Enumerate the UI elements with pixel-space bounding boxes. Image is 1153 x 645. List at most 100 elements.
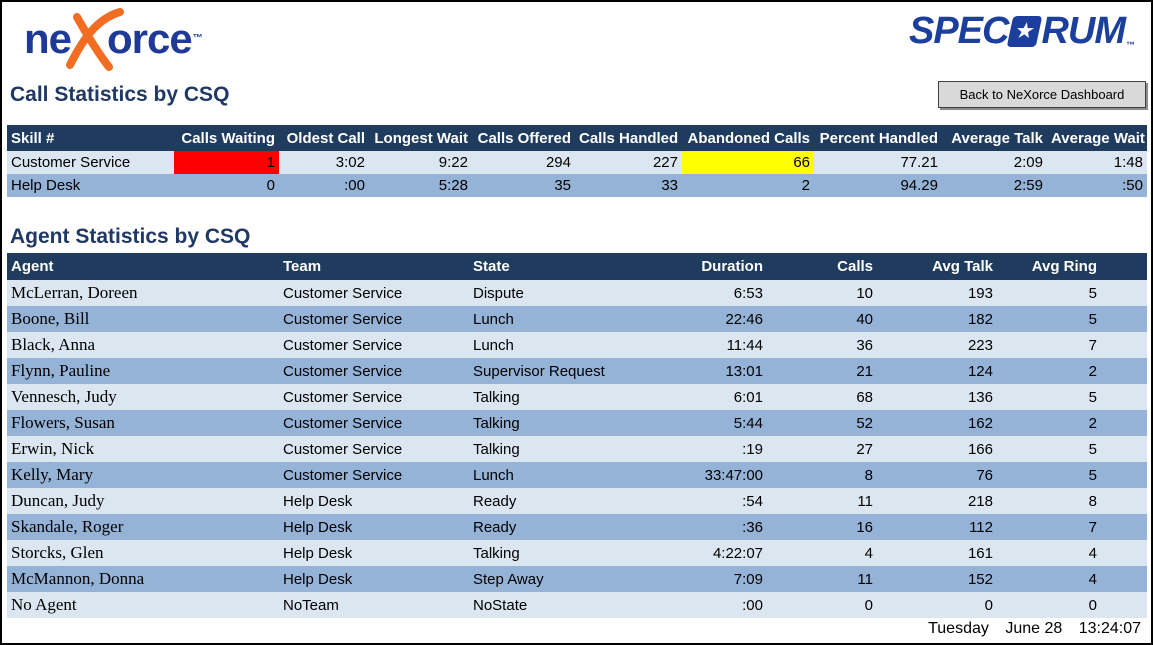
- cell: Flynn, Pauline: [11, 361, 111, 380]
- column-header: Percent Handled: [814, 125, 942, 151]
- cell: Customer Service: [283, 336, 403, 354]
- cell: 13:01: [725, 362, 763, 380]
- cell: 7: [1088, 336, 1097, 354]
- agent-stats-header-row: Agent Team State Duration Calls Avg Talk Avg R…: [7, 253, 1147, 280]
- cell: 2: [801, 177, 810, 194]
- cell: 2:09: [1013, 154, 1043, 171]
- cell: 0: [984, 596, 993, 614]
- cell: 5: [1088, 284, 1097, 302]
- cell: Customer Service: [283, 466, 403, 484]
- column-header: State: [469, 253, 674, 280]
- table-row: Help Desk 0:00 5:28 35 33 2 94.29 2:59:50: [7, 174, 1147, 197]
- cell: Customer Service: [283, 362, 403, 380]
- cell: 4: [864, 544, 873, 562]
- table-row: Vennesch, Judy Customer Service Talking 6:0…: [7, 384, 1147, 410]
- cell: Customer Service: [283, 388, 403, 406]
- cell: 27: [856, 440, 873, 458]
- cell: Vennesch, Judy: [11, 387, 117, 406]
- cell: 11: [857, 570, 873, 588]
- table-row: Duncan, Judy Help Desk Ready:54 11 218 8: [7, 488, 1147, 514]
- cell: NoState: [473, 596, 528, 614]
- cell: :54: [742, 492, 763, 510]
- table-row: Kelly, Mary Customer Service Lunch 33:47:00…: [7, 462, 1147, 488]
- back-to-dashboard-button[interactable]: Back to NeXorce Dashboard: [938, 81, 1146, 108]
- cell: 5: [1088, 310, 1097, 328]
- cell: Help Desk: [11, 177, 81, 194]
- cell: 36: [856, 336, 873, 354]
- cell: 162: [967, 414, 993, 432]
- cell: Ready: [473, 518, 517, 536]
- report-timestamp: Tuesday June 28 13:24:07: [2, 618, 1151, 641]
- column-header: Skill #: [7, 125, 174, 151]
- cell: Talking: [473, 388, 520, 406]
- cell: Step Away: [473, 570, 544, 588]
- cell: Black, Anna: [11, 335, 96, 354]
- cell: Help Desk: [283, 518, 353, 536]
- cell: 68: [856, 388, 873, 406]
- column-header: Calls Handled: [575, 125, 682, 151]
- cell: 2:59: [1013, 177, 1043, 194]
- cell: :00: [742, 596, 763, 614]
- spectrum-logo-text-left: SPEC: [908, 10, 1009, 52]
- cell: Talking: [473, 544, 520, 562]
- cell: 223: [967, 336, 993, 354]
- call-stats-title-row: Call Statistics by CSQ Back to NeXorce D…: [5, 80, 1146, 108]
- cell: 21: [856, 362, 873, 380]
- cell: 2: [1088, 362, 1097, 380]
- cell: 8: [1088, 492, 1097, 510]
- cell: 77.21: [900, 154, 938, 171]
- cell: NoTeam: [283, 596, 339, 614]
- cell: 52: [856, 414, 873, 432]
- cell: 193: [967, 284, 993, 302]
- cell: 22:46: [725, 310, 763, 328]
- cell: Help Desk: [283, 544, 353, 562]
- cell: Supervisor Request: [473, 362, 605, 380]
- cell: 5: [1088, 388, 1097, 406]
- spectrum-trademark: ™: [1126, 40, 1135, 50]
- cell: Customer Service: [283, 440, 403, 458]
- cell: 8: [864, 466, 873, 484]
- column-header: Duration: [674, 253, 767, 280]
- cell: :36: [742, 518, 763, 536]
- cell: 136: [967, 388, 993, 406]
- cell: Lunch: [473, 336, 514, 354]
- table-row: Boone, Bill Customer Service Lunch 22:46 40 1…: [7, 306, 1147, 332]
- table-row: Flynn, Pauline Customer Service Supervisor…: [7, 358, 1147, 384]
- timestamp-date: June 28: [1005, 620, 1063, 637]
- cell: Customer Service: [283, 284, 403, 302]
- column-header: Longest Wait: [369, 125, 472, 151]
- nexorce-logo-text-right: orce: [107, 15, 193, 62]
- call-stats-table: Skill # Calls Waiting Oldest Call Longest W…: [7, 125, 1147, 197]
- cell: :00: [344, 177, 365, 194]
- cell: 6:53: [733, 284, 763, 302]
- cell: :19: [742, 440, 763, 458]
- cell: 4:22:07: [712, 544, 763, 562]
- table-row: Skandale, Roger Help Desk Ready:36 16 112 7: [7, 514, 1147, 540]
- cell: 9:22: [438, 154, 468, 171]
- column-header: Average Talk: [942, 125, 1047, 151]
- cell: 11:44: [726, 336, 763, 354]
- cell: :50: [1122, 177, 1143, 194]
- column-header: Avg Talk: [877, 253, 997, 280]
- cell: McMannon, Donna: [11, 569, 145, 588]
- cell: 4: [1088, 570, 1097, 588]
- column-header: Abandoned Calls: [682, 125, 814, 151]
- call-stats-title: Call Statistics by CSQ: [10, 83, 230, 106]
- cell: 5: [1088, 466, 1097, 484]
- cell: 35: [554, 177, 571, 194]
- cell: Help Desk: [283, 492, 353, 510]
- cell: Storcks, Glen: [11, 543, 104, 562]
- nexorce-logo-text-left: ne: [24, 15, 72, 62]
- column-header: Agent: [7, 253, 279, 280]
- cell: Skandale, Roger: [11, 517, 124, 536]
- cell: 5: [1088, 440, 1097, 458]
- cell: Flowers, Susan: [11, 413, 115, 432]
- timestamp-day: Tuesday: [928, 620, 989, 637]
- cell: 227: [652, 154, 678, 171]
- cell: 2: [1088, 414, 1097, 432]
- cell: Lunch: [473, 466, 514, 484]
- agent-stats-table: Agent Team State Duration Calls Avg Talk Avg R…: [7, 253, 1147, 618]
- table-row: Customer Service 1 3:02 9:22 294 227 66 77.21 2:…: [7, 151, 1147, 174]
- cell: 166: [967, 440, 993, 458]
- table-row: McLerran, Doreen Customer Service Dispute 6…: [7, 280, 1147, 306]
